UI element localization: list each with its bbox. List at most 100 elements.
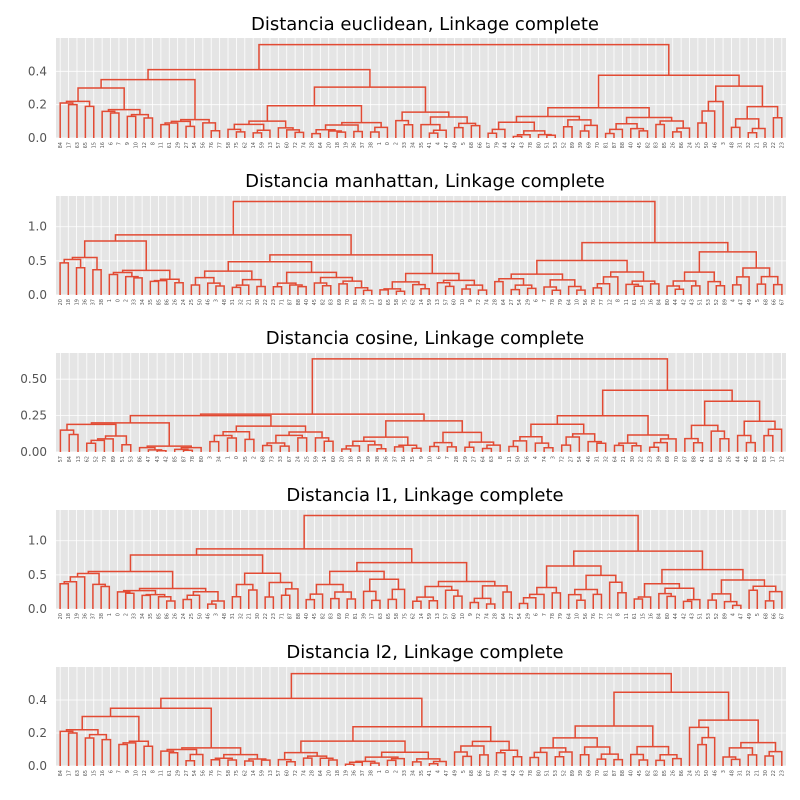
- dendrogram-link: [625, 283, 640, 295]
- leaf-label: 83: [329, 299, 335, 305]
- dendrogram-link: [720, 579, 766, 594]
- leaf-label: 59: [313, 456, 319, 462]
- dendrogram-link: [487, 132, 498, 138]
- leaf-label: 17: [370, 299, 376, 305]
- dendrogram-link: [387, 598, 398, 609]
- dendrogram-link: [601, 389, 733, 416]
- leaf-label: 12: [607, 299, 613, 305]
- leaf-label: 58: [226, 770, 232, 776]
- dendrogram-link: [613, 444, 625, 452]
- leaf-label: 39: [361, 299, 367, 305]
- leaf-label: 61: [167, 770, 173, 776]
- leaf-label: 50: [197, 299, 203, 305]
- chart-title: Distancia cosine, Linkage complete: [266, 328, 584, 349]
- dendrogram-link: [160, 123, 171, 138]
- leaf-label: 77: [217, 142, 223, 148]
- dendrogram-link: [206, 603, 217, 609]
- dendrogram-link: [579, 754, 590, 766]
- leaf-label: 20: [327, 770, 333, 776]
- dendrogram-link: [574, 588, 599, 595]
- dendrogram-link: [458, 122, 477, 128]
- dendrogram-link: [512, 756, 523, 766]
- leaf-label: 69: [587, 770, 593, 776]
- leaf-label: 52: [714, 613, 720, 619]
- leaf-label: 0: [385, 770, 391, 773]
- leaf-label: 36: [352, 142, 358, 148]
- leaf-label: 42: [511, 142, 517, 148]
- leaf-label: 34: [140, 613, 146, 619]
- leaf-label: 59: [259, 142, 265, 148]
- leaf-label: 65: [386, 299, 392, 305]
- leaf-label: 58: [394, 613, 400, 619]
- leaf-label: 50: [516, 456, 522, 462]
- leaf-label: 49: [747, 613, 753, 619]
- leaf-label: 74: [484, 299, 490, 305]
- leaf-label: 8: [150, 142, 156, 145]
- leaf-label: 64: [480, 456, 486, 462]
- leaf-label: 20: [58, 613, 64, 619]
- leaf-label: 17: [66, 142, 72, 148]
- dendrogram-link: [147, 449, 163, 452]
- leaf-label: 3: [214, 299, 220, 302]
- leaf-label: 0: [234, 456, 240, 459]
- leaf-label: 47: [739, 299, 745, 305]
- dendrogram-link: [486, 444, 501, 452]
- leaf-label: 78: [528, 770, 534, 776]
- leaf-label: 62: [243, 142, 249, 148]
- leaf-label: 6: [534, 299, 540, 302]
- dendrogram-link: [615, 122, 638, 130]
- dendrogram-link: [608, 581, 623, 609]
- leaf-label: 70: [595, 142, 601, 148]
- dendrogram-link: [264, 596, 275, 609]
- leaf-label: 74: [542, 456, 548, 462]
- leaf-label: 54: [192, 142, 198, 148]
- dendrogram-link: [638, 759, 649, 766]
- leaf-label: 80: [199, 456, 205, 462]
- leaf-label: 63: [378, 613, 384, 619]
- leaf-label: 67: [486, 142, 492, 148]
- leaf-label: 11: [624, 299, 630, 305]
- leaf-label: 39: [361, 613, 367, 619]
- leaf-label: 74: [301, 142, 307, 148]
- leaf-label: 47: [146, 456, 152, 462]
- dendrogram-link: [319, 757, 334, 766]
- leaf-label: 84: [657, 613, 663, 619]
- leaf-label: 68: [763, 299, 769, 305]
- dendrogram-link: [390, 757, 405, 766]
- leaf-label: 49: [452, 770, 458, 776]
- leaf-label: 88: [296, 613, 302, 619]
- leaf-label: 15: [92, 770, 98, 776]
- leaf-label: 49: [452, 142, 458, 148]
- leaf-label: 46: [206, 299, 212, 305]
- leaf-label: 86: [679, 142, 685, 148]
- leaf-label: 27: [509, 299, 515, 305]
- dendrogram-link: [497, 121, 536, 131]
- leaf-label: 36: [352, 770, 358, 776]
- dendrogram-link: [269, 254, 434, 274]
- leaf-label: 86: [679, 770, 685, 776]
- dendrogram-link: [313, 86, 427, 113]
- leaf-label: 44: [503, 770, 509, 776]
- leaf-label: 6: [534, 613, 540, 616]
- dendrogram-link: [653, 441, 669, 452]
- leaf-label: 77: [217, 770, 223, 776]
- y-tick-label: 0.50: [20, 372, 47, 386]
- dendrogram-link: [596, 442, 607, 452]
- leaf-label: 7: [445, 456, 451, 459]
- leaf-label: 2: [124, 299, 130, 302]
- leaf-label: 12: [142, 770, 148, 776]
- dendrogram-link: [666, 285, 681, 295]
- dendrogram-link: [313, 282, 328, 295]
- dendrogram-link: [579, 130, 590, 138]
- dendrogram-link: [734, 118, 760, 129]
- leaf-label: 57: [58, 456, 64, 462]
- leaf-label: 25: [696, 142, 702, 148]
- leaf-label: 78: [550, 613, 556, 619]
- leaf-label: 54: [577, 456, 583, 462]
- dendrogram-link: [643, 582, 681, 598]
- leaf-label: 53: [129, 456, 135, 462]
- leaf-label: 9: [419, 456, 425, 459]
- leaf-label: 14: [322, 456, 328, 462]
- leaf-label: 28: [454, 456, 460, 462]
- leaf-label: 40: [304, 613, 310, 619]
